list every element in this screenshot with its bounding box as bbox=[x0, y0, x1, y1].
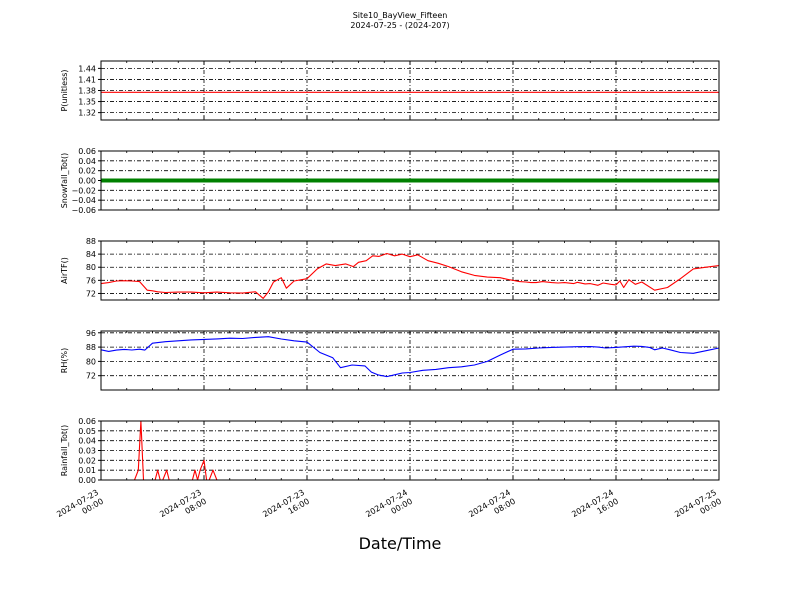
x-tick-label: 2024-07-2400:00 bbox=[364, 488, 414, 528]
series-line-4 bbox=[100, 336, 720, 378]
x-tick-label: 2024-07-2408:00 bbox=[467, 488, 517, 528]
y-axis-label: P(unitless) bbox=[60, 69, 69, 111]
panel-frame bbox=[100, 420, 720, 481]
y-tick-label: 88 bbox=[86, 237, 96, 246]
chart-subtitle: 2024-07-25 - (2024-207) bbox=[350, 21, 450, 30]
panel-frame bbox=[100, 60, 720, 121]
panel-frame bbox=[100, 330, 720, 391]
y-tick-label: 1.44 bbox=[78, 64, 96, 73]
panel-4: 96 88 80 72 RH(%) bbox=[60, 329, 720, 391]
y-tick-label: 0.02 bbox=[78, 167, 96, 176]
y-tick-label: 84 bbox=[86, 250, 96, 259]
y-tick-label: 96 bbox=[86, 329, 96, 338]
y-axis-label: RH(%) bbox=[60, 348, 69, 373]
y-tick-label: 0.00 bbox=[78, 476, 96, 485]
y-tick-label: 0.02 bbox=[78, 456, 96, 465]
y-tick-label: 0.03 bbox=[78, 447, 96, 456]
y-tick-label: 72 bbox=[86, 289, 96, 298]
panel-5: 0.060.050.040.030.020.010.00 Rainfall_Tot… bbox=[60, 417, 720, 485]
y-tick-label: −0.04 bbox=[71, 196, 96, 205]
y-tick-label: 0.05 bbox=[78, 427, 96, 436]
panel-frame bbox=[100, 150, 720, 211]
y-tick-label: 0.04 bbox=[78, 157, 96, 166]
y-tick-label: 72 bbox=[86, 372, 96, 381]
y-tick-label: 0.04 bbox=[78, 437, 96, 446]
y-axis-label: AirTF() bbox=[60, 257, 69, 284]
chart-title: Site10_BayView_Fifteen bbox=[352, 11, 448, 20]
x-tick-label: 2024-07-2500:00 bbox=[673, 488, 723, 528]
panel-3: 88 84 80 76 72 AirTF() bbox=[60, 237, 720, 301]
panel-frame bbox=[100, 240, 720, 301]
y-tick-label: 0.06 bbox=[78, 417, 96, 426]
series-line-3 bbox=[100, 252, 720, 299]
y-tick-label: 0.00 bbox=[78, 177, 96, 186]
y-tick-label: 0.01 bbox=[78, 466, 96, 475]
y-tick-label: −0.02 bbox=[71, 186, 96, 195]
y-tick-label: −0.06 bbox=[71, 206, 96, 215]
panel-1: 1.32 1.35 1.38 1.41 1.44 P(unitless) bbox=[60, 60, 720, 121]
x-tick-label: 2024-07-2300:00 bbox=[55, 488, 105, 528]
y-tick-label: 0.06 bbox=[78, 147, 96, 156]
x-tick-label: 2024-07-2416:00 bbox=[570, 488, 620, 528]
x-tick-label: 2024-07-2308:00 bbox=[158, 488, 208, 528]
y-tick-label: 1.32 bbox=[78, 109, 96, 118]
y-tick-label: 80 bbox=[86, 263, 96, 272]
x-tick-label: 2024-07-2316:00 bbox=[261, 488, 311, 528]
y-tick-label: 80 bbox=[86, 357, 96, 366]
y-axis-label: Rainfall_Tot() bbox=[60, 425, 69, 477]
y-tick-label: 76 bbox=[86, 276, 96, 285]
y-tick-label: 88 bbox=[86, 343, 96, 352]
y-tick-label: 1.38 bbox=[78, 87, 96, 96]
y-tick-label: 1.41 bbox=[78, 75, 96, 84]
x-axis-label: Date/Time bbox=[358, 534, 442, 553]
y-tick-label: 1.35 bbox=[78, 98, 96, 107]
y-axis-label: Snowfall_Tot() bbox=[60, 153, 69, 209]
panel-2: 0.060.040.020.00−0.02−0.04−0.06Snowfall_… bbox=[60, 147, 720, 215]
